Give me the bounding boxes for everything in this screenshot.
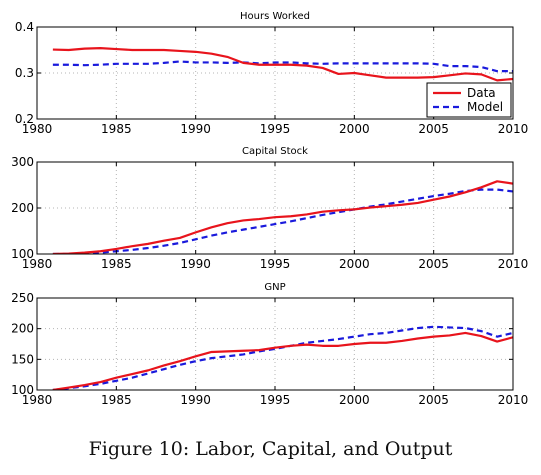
x-tick-label: 2005	[418, 393, 449, 407]
legend-label-data: Data	[467, 86, 496, 100]
legend-box	[426, 82, 512, 118]
panel-title-gnp: GNP	[264, 282, 285, 293]
series-line-data	[52, 331, 513, 390]
x-tick-label: 2010	[498, 122, 529, 136]
y-tick-label: 150	[11, 352, 34, 366]
panel-capital-stock: Capital Stock 1980 1985 1990 1995 2000 2005 201…	[11, 146, 528, 271]
series-line-model	[52, 60, 513, 73]
x-tick-label: 2010	[498, 393, 529, 407]
y-tick-label: 0.2	[15, 112, 34, 126]
x-tick-label: 1995	[260, 257, 291, 271]
plot-frame	[36, 297, 514, 391]
y-tick-label: 0.4	[15, 20, 34, 34]
panel-title-capital-stock: Capital Stock	[242, 146, 308, 157]
y-tick-label: 100	[11, 247, 34, 261]
x-tick-label: 2010	[498, 257, 529, 271]
series-line-data	[52, 47, 513, 82]
series-line-model	[52, 188, 513, 254]
x-tick-label: 1985	[101, 393, 132, 407]
y-tick-label: 300	[11, 155, 34, 169]
panel-gnp: GNP 1980 1985 1990 1995 2000 2005 2010 100 150 200…	[11, 282, 528, 407]
x-tick-label: 2005	[418, 122, 449, 136]
series-group	[52, 180, 513, 254]
x-tick-label: 1990	[180, 122, 211, 136]
figure-caption: Figure 10: Labor, Capital, and Output	[88, 438, 453, 460]
y-tick-label: 100	[11, 383, 34, 397]
x-tick-label: 1985	[101, 122, 132, 136]
x-tick-label: 1990	[180, 393, 211, 407]
y-tick-label: 0.3	[15, 66, 34, 80]
x-tick-label: 1995	[260, 122, 291, 136]
x-tick-label: 1980	[22, 122, 53, 136]
y-tick-label: 250	[11, 291, 34, 305]
series-line-data	[52, 180, 513, 254]
panel-hours-worked: Hours Worked 1980 1985 1990 1995 2000 2005 2010…	[15, 11, 528, 136]
x-tick-label: 2005	[418, 257, 449, 271]
series-group	[52, 325, 513, 390]
x-tick-label: 1985	[101, 257, 132, 271]
x-tick-label: 1990	[180, 257, 211, 271]
x-tick-label: 1980	[22, 257, 53, 271]
series-group	[52, 47, 513, 82]
y-tick-label: 200	[11, 201, 34, 215]
y-tick-label: 200	[11, 322, 34, 336]
x-tick-label: 1995	[260, 393, 291, 407]
x-tick-label: 1980	[22, 393, 53, 407]
x-tick-label: 2000	[339, 257, 370, 271]
panel-title-hours-worked: Hours Worked	[240, 11, 310, 22]
x-tick-label: 2000	[339, 122, 370, 136]
legend-label-model: Model	[467, 100, 503, 114]
x-tick-label: 2000	[339, 393, 370, 407]
